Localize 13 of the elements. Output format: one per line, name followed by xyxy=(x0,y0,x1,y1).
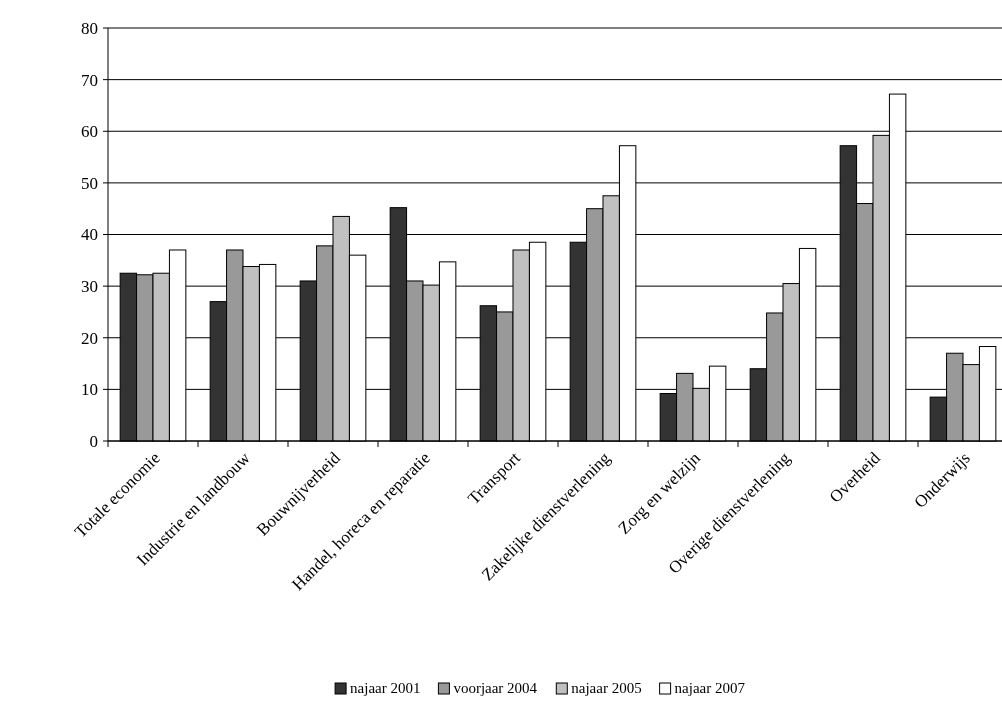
y-tick-label: 20 xyxy=(81,328,98,348)
y-tick-label: 10 xyxy=(81,380,98,400)
legend-label: voorjaar 2004 xyxy=(453,680,538,696)
y-tick-label: 80 xyxy=(81,18,98,38)
y-tick-label: 30 xyxy=(81,277,98,297)
y-tick-label: 50 xyxy=(81,173,98,193)
y-tick-label: 0 xyxy=(89,431,98,451)
y-tick-label: 40 xyxy=(81,225,98,245)
legend-label: najaar 2007 xyxy=(674,680,746,696)
legend-label: najaar 2001 xyxy=(350,680,421,696)
legend-label: najaar 2005 xyxy=(571,680,642,696)
y-tick-label: 60 xyxy=(81,122,98,142)
y-tick-label: 70 xyxy=(81,70,98,90)
